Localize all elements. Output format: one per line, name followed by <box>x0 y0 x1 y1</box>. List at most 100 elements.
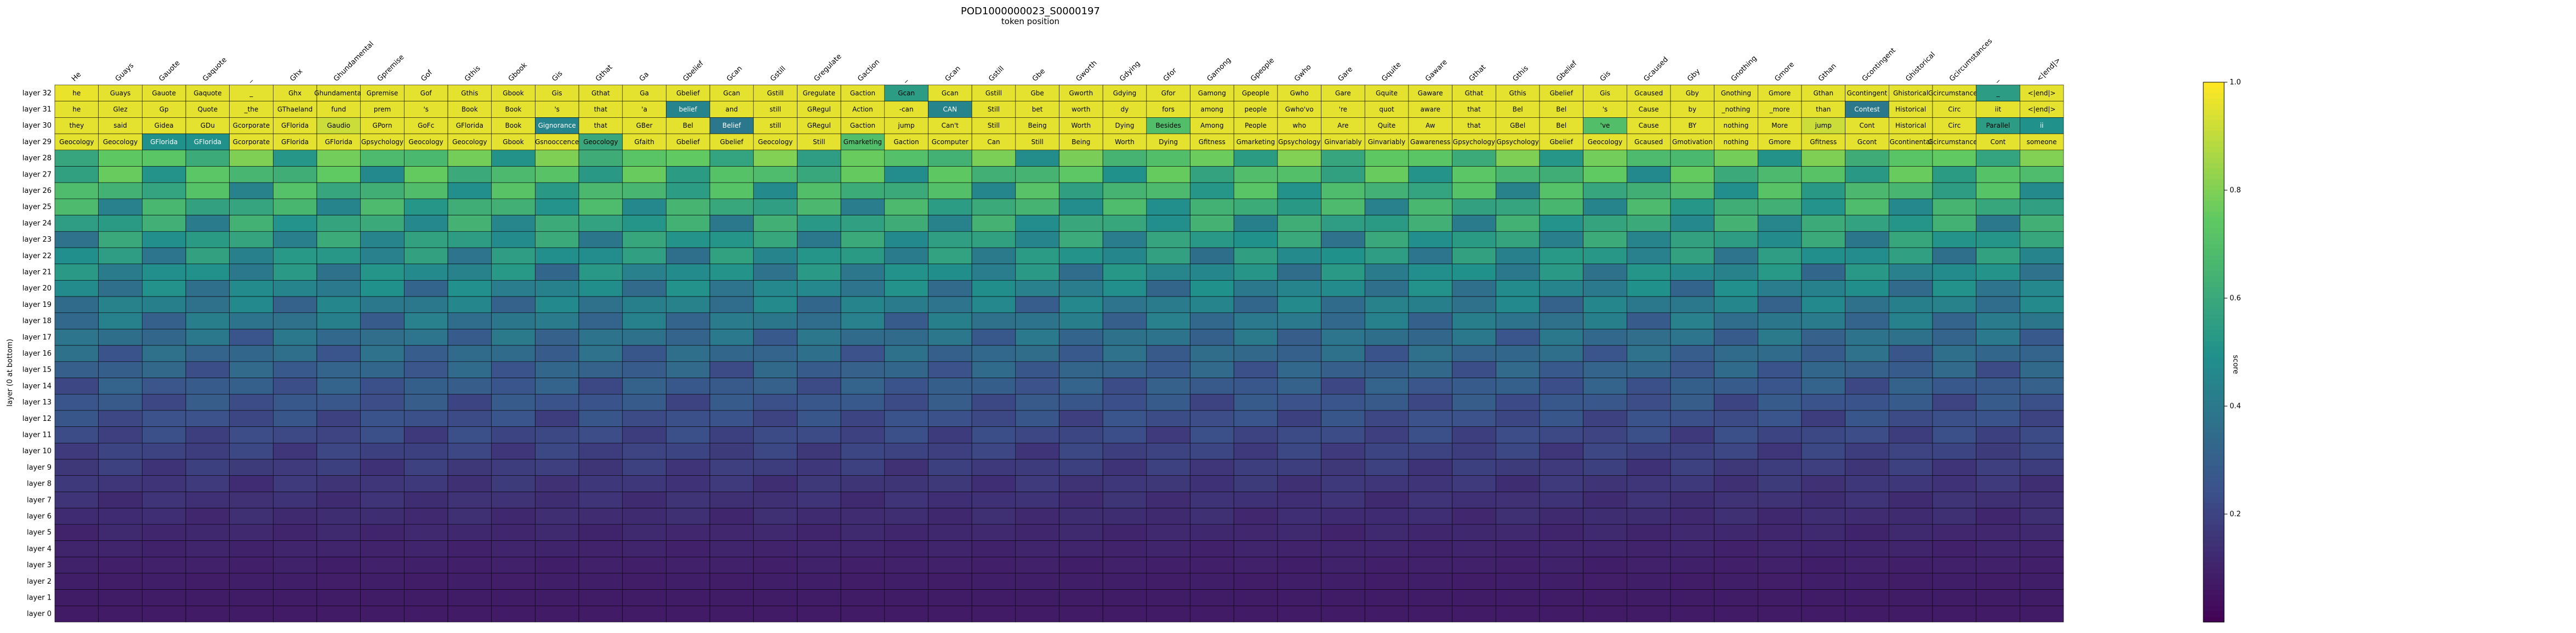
heatmap-cell <box>360 378 404 395</box>
heatmap-cell <box>797 84 841 102</box>
heatmap-cell <box>1801 166 1845 183</box>
heatmap-cell <box>840 426 885 443</box>
heatmap-cell <box>2020 296 2064 313</box>
heatmap-cell <box>1233 410 1278 427</box>
heatmap-cell <box>1277 182 1321 199</box>
heatmap-cell <box>1059 264 1103 281</box>
heatmap-cell <box>1845 540 1889 557</box>
heatmap-cell <box>1495 589 1540 606</box>
heatmap-cell <box>1495 150 1540 167</box>
heatmap-cell <box>491 312 535 329</box>
heatmap-cell <box>1932 280 1976 297</box>
heatmap-cell <box>1233 378 1278 395</box>
heatmap-cell <box>1714 312 1758 329</box>
cell-label: Gby <box>1686 89 1699 97</box>
heatmap-cell <box>1452 507 1496 525</box>
heatmap-cell <box>1102 345 1147 362</box>
heatmap-cell <box>54 540 99 557</box>
cell-label: people <box>1245 106 1267 113</box>
heatmap-cell <box>1889 231 1933 248</box>
heatmap-cell <box>98 507 143 525</box>
heatmap-cell <box>185 312 230 329</box>
heatmap-cell <box>98 475 143 492</box>
heatmap-cell <box>142 524 186 541</box>
heatmap-cell <box>1932 475 1976 492</box>
heatmap-cell <box>1146 247 1190 264</box>
heatmap-cell <box>666 606 710 623</box>
heatmap-cell <box>1321 166 1365 183</box>
heatmap-cell <box>1583 606 1627 623</box>
heatmap-cell <box>753 215 797 232</box>
heatmap-cell <box>447 247 492 264</box>
heatmap-cell <box>709 492 754 509</box>
heatmap-cell <box>491 507 535 525</box>
heatmap-cell <box>535 215 579 232</box>
heatmap-cell <box>884 215 928 232</box>
heatmap-cell <box>1539 280 1583 297</box>
cell-label: Gpsychology <box>1496 138 1538 146</box>
heatmap-cell <box>54 426 99 443</box>
heatmap-cell <box>1539 492 1583 509</box>
heatmap-cell <box>578 133 623 151</box>
colorbar-segment <box>2203 579 2224 585</box>
heatmap-cell <box>797 410 841 427</box>
heatmap-cell <box>360 459 404 476</box>
heatmap-cell <box>1233 329 1278 346</box>
heatmap-cell <box>185 589 230 606</box>
heatmap-cell <box>1845 117 1889 134</box>
heatmap-cell <box>1932 231 1976 248</box>
heatmap-cell <box>928 394 972 411</box>
cell-label: Gbelief <box>720 138 744 146</box>
heatmap-cell <box>928 573 972 590</box>
heatmap-cell <box>709 264 754 281</box>
colorbar-segment <box>2203 617 2224 623</box>
heatmap-cell <box>1190 410 1234 427</box>
heatmap-cell <box>185 215 230 232</box>
heatmap-cell <box>316 410 361 427</box>
heatmap-cell <box>1277 475 1321 492</box>
heatmap-cell <box>1059 312 1103 329</box>
heatmap-cell <box>1932 507 1976 525</box>
cell-label: Gbook <box>503 89 524 97</box>
heatmap-cell <box>1583 247 1627 264</box>
heatmap-cell <box>1670 345 1714 362</box>
heatmap-cell <box>884 394 928 411</box>
heatmap-cell <box>1321 312 1365 329</box>
heatmap-cell <box>1190 215 1234 232</box>
heatmap-cell <box>229 329 273 346</box>
heatmap-cell <box>1757 133 1802 151</box>
heatmap-cell <box>1495 394 1540 411</box>
heatmap-cell <box>2020 524 2064 541</box>
heatmap-cell <box>447 507 492 525</box>
heatmap-cell <box>709 117 754 134</box>
heatmap-cell <box>1845 84 1889 102</box>
heatmap-cell <box>1059 507 1103 525</box>
heatmap-cell <box>360 231 404 248</box>
heatmap-cell <box>1321 524 1365 541</box>
colorbar-segment <box>2203 546 2224 552</box>
cell-label: Gawareness <box>1410 138 1450 146</box>
cell-label: Gwho'vo <box>1285 106 1314 113</box>
heatmap-cell <box>971 247 1016 264</box>
heatmap-cell <box>753 524 797 541</box>
heatmap-cell <box>1583 540 1627 557</box>
heatmap-cell <box>753 540 797 557</box>
heatmap-cell <box>2020 361 2064 378</box>
heatmap-cell <box>622 84 666 102</box>
cell-label: Geocology <box>583 138 618 146</box>
cell-label: Quite <box>1378 122 1395 129</box>
cell-label: Book <box>461 106 478 113</box>
cell-label: Gcont <box>1857 138 1877 146</box>
heatmap-cell <box>360 280 404 297</box>
heatmap-cell <box>1714 182 1758 199</box>
heatmap-cell <box>1277 312 1321 329</box>
heatmap-cell <box>1277 507 1321 525</box>
heatmap-cell <box>1495 264 1540 281</box>
colorbar-segment <box>2203 503 2224 509</box>
heatmap-cell <box>142 296 186 313</box>
x-tick-label: Gamong <box>1206 56 1233 83</box>
heatmap-cell <box>1539 117 1583 134</box>
heatmap-cell <box>971 492 1016 509</box>
heatmap-cell <box>1408 556 1452 574</box>
heatmap-cell <box>840 556 885 574</box>
